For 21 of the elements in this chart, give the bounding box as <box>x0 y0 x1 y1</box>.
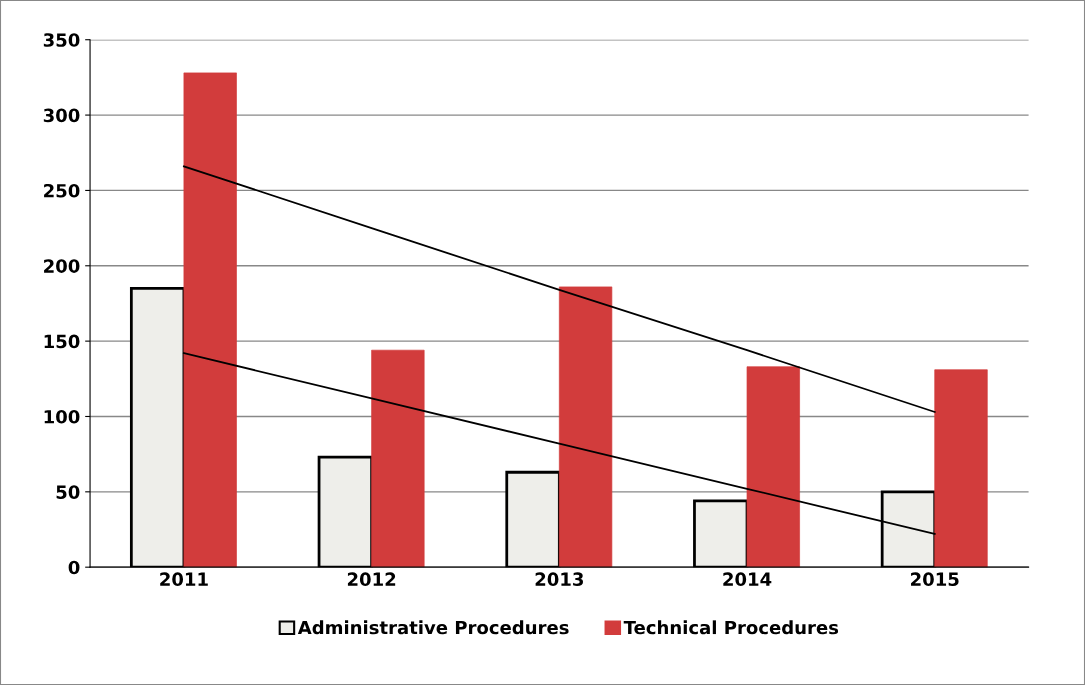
legend-label: Technical Procedures <box>623 620 839 635</box>
y-tick-label: 150 <box>44 334 80 349</box>
bar <box>183 72 237 568</box>
y-tick-label: 50 <box>56 485 80 499</box>
bar <box>934 369 988 568</box>
y-tick-label: 100 <box>44 409 80 424</box>
legend-label: Administrative Procedures <box>297 620 569 635</box>
x-tick-label: 2015 <box>911 572 959 587</box>
bar <box>558 286 613 568</box>
y-tick-label: 350 <box>43 33 80 47</box>
x-tick-label: 2014 <box>723 572 772 587</box>
y-tick-label: 300 <box>43 108 80 123</box>
x-tick-label: 2012 <box>347 572 396 587</box>
y-tick-label: 200 <box>44 259 80 273</box>
x-tick-label: 2013 <box>535 572 584 587</box>
y-tick-label: 250 <box>44 183 80 198</box>
y-tick-label: 0 <box>68 560 80 575</box>
x-tick-label: 2011 <box>160 572 208 587</box>
bar <box>746 366 800 568</box>
line-series <box>183 165 936 413</box>
bar <box>371 349 425 568</box>
